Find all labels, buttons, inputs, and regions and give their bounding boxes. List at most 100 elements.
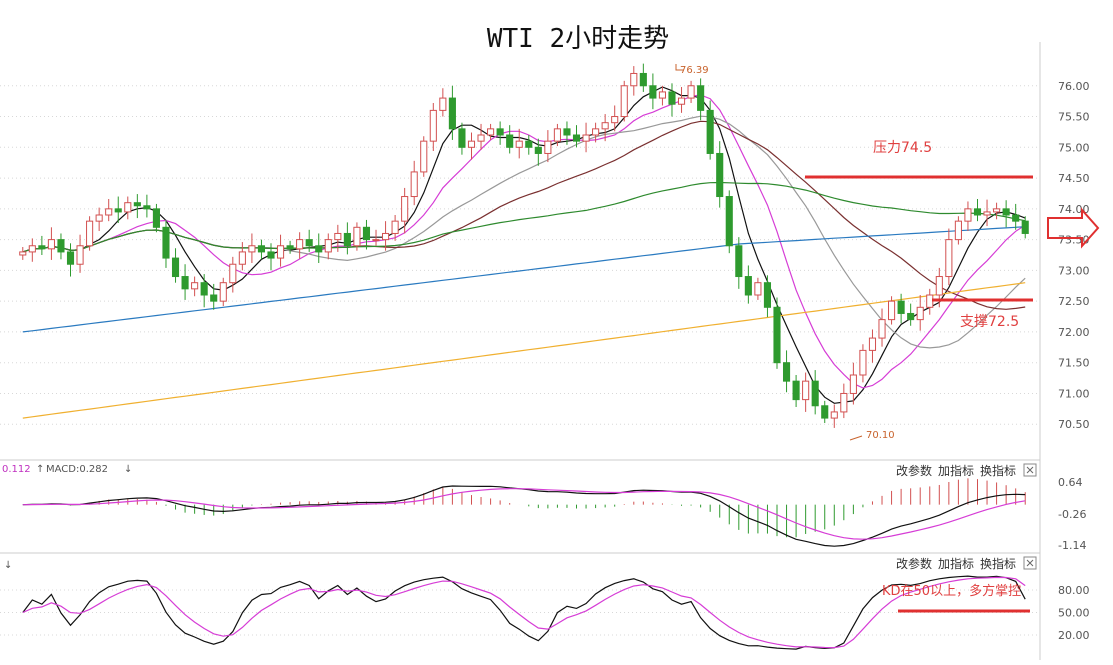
price-tick-label: 74.50 — [1058, 172, 1090, 185]
resistance-label: 压力74.5 — [873, 140, 932, 156]
switch-indicator-button[interactable]: 换指标 — [980, 463, 1016, 478]
price-tick-label: 73.00 — [1058, 264, 1090, 277]
chart-title: WTI 2小时走势 — [487, 24, 669, 54]
candle-body — [773, 306, 781, 364]
low-label: 70.10 — [866, 430, 895, 441]
candle-body — [763, 282, 772, 308]
candle-body — [1012, 214, 1020, 222]
candle-body — [611, 116, 619, 124]
macd-value: MACD:0.282 — [46, 464, 108, 475]
candle-body — [945, 239, 953, 278]
candle-body — [706, 109, 714, 154]
macd-down-arrow-icon: ↓ — [124, 464, 132, 475]
support-label: 支撑72.5 — [960, 314, 1019, 330]
right-arrow-icon — [1047, 207, 1100, 249]
kd-tick-label: 50.00 — [1058, 607, 1090, 620]
candle-body — [334, 232, 342, 241]
candle-body — [76, 245, 84, 265]
candle-body — [993, 208, 1001, 213]
candle-body — [515, 140, 523, 148]
candle-body — [276, 245, 285, 259]
ma5-line — [22, 86, 1026, 404]
price-tick-label: 72.50 — [1058, 295, 1090, 308]
price-tick-label: 72.00 — [1058, 326, 1090, 339]
candle-body — [697, 85, 705, 111]
switch-indicator-button-kd[interactable]: 换指标 — [980, 556, 1016, 571]
add-indicator-button-kd[interactable]: 加指标 — [938, 556, 974, 571]
ma10-line — [22, 94, 1026, 389]
macd-tick-label: -1.14 — [1058, 539, 1086, 552]
candle-body — [382, 232, 390, 241]
candle-body — [124, 202, 132, 213]
candle-body — [200, 282, 208, 296]
candle-body — [983, 211, 991, 216]
candle-body — [639, 72, 647, 87]
macd-up-arrow-icon: ↑ — [36, 464, 44, 475]
candle-body — [630, 72, 638, 87]
close-icon-kd[interactable] — [1023, 556, 1037, 570]
edit-params-button-kd[interactable]: 改参数 — [896, 556, 932, 571]
macd-dif-line — [22, 485, 1026, 547]
candle-body — [620, 85, 628, 118]
candle-body — [391, 220, 399, 234]
kd-tick-label: 80.00 — [1058, 584, 1090, 597]
candle-body — [973, 208, 982, 216]
candle-body — [86, 220, 94, 247]
edit-params-button[interactable]: 改参数 — [896, 463, 932, 478]
candle-body — [219, 282, 227, 302]
candle-body — [897, 300, 905, 314]
candle-body — [811, 380, 819, 407]
candle-body — [296, 239, 304, 250]
candle-body — [171, 257, 180, 278]
candle-body — [687, 85, 695, 99]
candle-body — [114, 208, 122, 213]
add-indicator-button[interactable]: 加指标 — [938, 463, 974, 478]
candle-body — [907, 312, 915, 321]
price-tick-label: 71.00 — [1058, 387, 1090, 400]
price-axis: 70.5071.0071.5072.0072.5073.0073.5074.00… — [1058, 80, 1090, 431]
candle-body — [458, 128, 466, 148]
high-label: 76.39 — [680, 65, 709, 76]
kd-tick-label: 20.00 — [1058, 629, 1090, 642]
candle-body — [840, 392, 848, 413]
price-tick-label: 75.50 — [1058, 111, 1090, 124]
candle-body — [525, 140, 533, 148]
macd-tick-label: -0.26 — [1058, 508, 1086, 521]
candle-body — [238, 251, 246, 265]
ma250-line — [22, 282, 1026, 419]
candle-body — [754, 282, 762, 296]
candle-body — [343, 232, 351, 247]
candle-body — [964, 208, 972, 222]
candle-body — [572, 134, 581, 142]
candle-body — [315, 245, 323, 253]
candle-body — [410, 171, 418, 198]
candle-body — [859, 349, 867, 376]
candle-body — [267, 251, 275, 259]
candle-body — [506, 134, 514, 148]
price-grid — [0, 85, 1040, 425]
candle-body — [305, 239, 313, 247]
candle-body — [210, 294, 218, 302]
kd-d-line — [22, 576, 1026, 649]
candle-body — [133, 202, 141, 207]
candle-body — [592, 128, 600, 136]
candle-body — [553, 128, 561, 142]
candle-body — [1002, 208, 1010, 216]
candle-body — [534, 146, 542, 154]
candle-body — [353, 226, 361, 247]
candle-body — [362, 226, 371, 241]
candle-body — [401, 196, 409, 222]
candle-body — [725, 196, 733, 247]
kd-annotation: KD在50以上，多方掌控 — [882, 583, 1021, 599]
close-icon[interactable] — [1023, 463, 1037, 477]
candle-body — [143, 205, 151, 210]
candle-body — [649, 85, 657, 99]
candle-body — [57, 239, 65, 253]
candle-body — [668, 91, 676, 105]
candle-body — [372, 239, 380, 242]
candle-body — [191, 282, 199, 290]
ma120-line — [22, 226, 1026, 333]
candle-body — [420, 140, 428, 173]
candle-body — [181, 276, 189, 290]
candle-body — [429, 109, 437, 142]
